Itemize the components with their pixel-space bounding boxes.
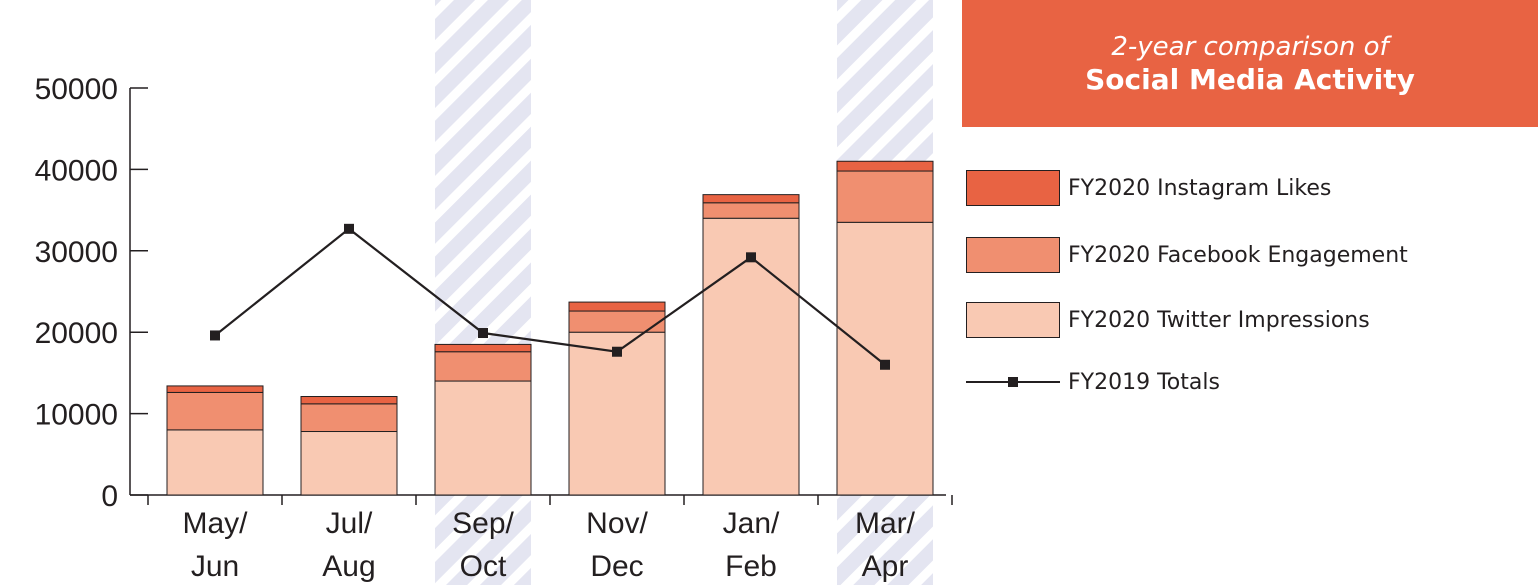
line-point-3 bbox=[612, 346, 622, 357]
legend-label-twitter: FY2020 Twitter Impressions bbox=[1068, 307, 1370, 333]
highlight-band-2 bbox=[435, 0, 531, 585]
bar-segment-0-2 bbox=[434, 380, 532, 496]
bar-segment-2-1 bbox=[300, 396, 398, 405]
legend-label-instagram: FY2020 Instagram Likes bbox=[1068, 175, 1332, 201]
bar-segment-0-5 bbox=[836, 221, 934, 496]
x-tick-label-0-line2: Jun bbox=[191, 550, 239, 583]
bar-segment-2-4 bbox=[702, 194, 800, 204]
bar-segment-2-5 bbox=[836, 160, 934, 172]
legend-swatch-facebook bbox=[966, 237, 1060, 273]
legend-label-fy2019: FY2019 Totals bbox=[1068, 369, 1220, 395]
y-tick-label-0: 0 bbox=[101, 480, 118, 513]
x-tick-label-4-line1: Jan/ bbox=[723, 507, 780, 540]
x-tick-label-1-line1: Jul/ bbox=[326, 507, 373, 540]
y-tick-label-30000: 30000 bbox=[35, 236, 118, 269]
line-point-0 bbox=[210, 330, 220, 341]
line-point-4 bbox=[746, 252, 756, 263]
x-tick-label-2-line1: Sep/ bbox=[452, 507, 514, 540]
legend-item-facebook: FY2020 Facebook Engagement bbox=[966, 235, 1408, 275]
bar-segment-1-1 bbox=[300, 403, 398, 433]
x-tick-label-3-line1: Nov/ bbox=[586, 507, 648, 540]
legend-swatch-instagram bbox=[966, 170, 1060, 206]
chart-subtitle: Social Media Activity bbox=[1085, 62, 1415, 96]
y-tick-label-10000: 10000 bbox=[35, 399, 118, 432]
legend-item-twitter: FY2020 Twitter Impressions bbox=[966, 300, 1370, 340]
legend-label-facebook: FY2020 Facebook Engagement bbox=[1068, 242, 1408, 268]
x-tick-label-3-line2: Dec bbox=[590, 550, 643, 583]
bar-segment-0-4 bbox=[702, 217, 800, 496]
bar-segment-1-2 bbox=[434, 351, 532, 382]
bar-segment-1-4 bbox=[702, 202, 800, 219]
y-tick-label-20000: 20000 bbox=[35, 317, 118, 350]
legend-swatch-twitter bbox=[966, 302, 1060, 338]
bar-segment-2-2 bbox=[434, 343, 532, 353]
y-tick-label-40000: 40000 bbox=[35, 154, 118, 187]
bar-segment-2-0 bbox=[166, 385, 264, 393]
bar-segment-0-0 bbox=[166, 429, 264, 496]
line-point-2 bbox=[478, 328, 488, 339]
chart-title-box: 2-year comparison of Social Media Activi… bbox=[962, 0, 1538, 127]
legend-item-instagram: FY2020 Instagram Likes bbox=[966, 168, 1331, 208]
x-tick-label-5-line1: Mar/ bbox=[855, 507, 916, 540]
x-tick-label-5-line2: Apr bbox=[862, 550, 909, 583]
y-tick-label-50000: 50000 bbox=[35, 73, 118, 106]
bar-segment-1-5 bbox=[836, 170, 934, 223]
bar-segment-2-3 bbox=[568, 301, 666, 312]
bar-segment-0-1 bbox=[300, 431, 398, 496]
line-series-fy2019 bbox=[214, 227, 886, 366]
bar-segment-0-3 bbox=[568, 331, 666, 496]
x-tick-label-2-line2: Oct bbox=[460, 550, 507, 583]
line-point-1 bbox=[344, 223, 354, 234]
x-tick-label-0-line1: May/ bbox=[182, 507, 248, 540]
legend-swatch-fy2019 bbox=[966, 364, 1060, 400]
line-point-5 bbox=[880, 359, 890, 370]
x-tick-label-4-line2: Feb bbox=[725, 550, 777, 583]
x-tick-label-1-line2: Aug bbox=[322, 550, 375, 583]
chart-title: 2-year comparison of bbox=[1111, 31, 1389, 62]
bar-segment-1-0 bbox=[166, 391, 264, 431]
legend-item-fy2019: FY2019 Totals bbox=[966, 362, 1220, 402]
